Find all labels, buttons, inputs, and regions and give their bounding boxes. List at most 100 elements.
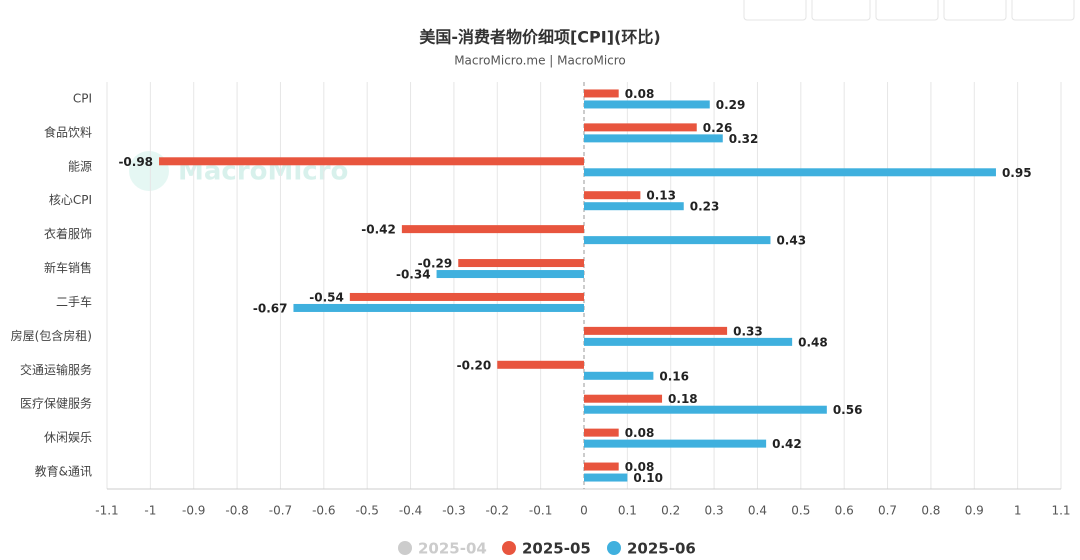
bar (584, 405, 827, 414)
category-label: 新车销售 (44, 260, 92, 275)
bar (584, 371, 654, 380)
bar (159, 157, 584, 166)
legend-marker (398, 541, 412, 555)
value-label: 0.56 (833, 403, 863, 417)
x-tick-label: 1.1 (1051, 504, 1070, 518)
category-label: 医疗保健服务 (20, 396, 92, 411)
watermark-logo (129, 151, 169, 191)
x-tick-label: 0 (580, 504, 588, 518)
toolbar-button[interactable] (811, 0, 871, 21)
bar (584, 236, 771, 245)
value-label: 0.23 (690, 200, 720, 214)
x-tick-label: -0.5 (355, 504, 378, 518)
category-label: 教育&通讯 (35, 464, 92, 479)
x-tick-label: -1.1 (95, 504, 118, 518)
category-label: 衣着服饰 (44, 226, 92, 241)
bar (584, 337, 793, 346)
x-tick-label: -0.2 (486, 504, 509, 518)
toolbar-button[interactable] (1011, 0, 1075, 21)
x-tick-label: 0.3 (705, 504, 724, 518)
bar (436, 270, 584, 279)
value-label: 0.26 (703, 121, 733, 135)
bar (349, 292, 584, 301)
category-label: 交通运输服务 (20, 362, 92, 377)
value-label: -0.54 (309, 290, 344, 304)
category-label: 休闲娱乐 (44, 431, 92, 445)
bar (584, 394, 663, 403)
bar (584, 462, 619, 471)
x-tick-label: 0.7 (878, 504, 897, 518)
category-label: 核心CPI (49, 193, 92, 207)
toolbar (743, 0, 1075, 21)
toolbar-button[interactable] (743, 0, 807, 21)
value-label: -0.98 (118, 155, 153, 169)
value-label: -0.67 (253, 301, 288, 315)
x-tick-label: 0.6 (835, 504, 854, 518)
value-label: 0.32 (729, 132, 759, 146)
legend-label: 2025-04 (418, 540, 487, 558)
bar (497, 360, 584, 369)
bar (293, 303, 584, 312)
legend-item[interactable]: 2025-05 (502, 540, 591, 558)
toolbar-button[interactable] (943, 0, 1007, 21)
x-tick-label: 0.1 (618, 504, 637, 518)
x-tick-label: -0.9 (182, 504, 205, 518)
bar (584, 473, 628, 482)
x-tick-label: -0.1 (529, 504, 552, 518)
bar (584, 191, 641, 200)
bar (584, 202, 684, 211)
category-label: CPI (73, 91, 92, 105)
x-tick-label: 0.2 (661, 504, 680, 518)
legend-item[interactable]: 2025-04 (398, 540, 487, 558)
value-label: 0.95 (1002, 166, 1032, 180)
value-label: -0.34 (396, 268, 431, 282)
bar (584, 123, 697, 132)
x-tick-label: -0.3 (442, 504, 465, 518)
value-label: -0.29 (418, 257, 453, 271)
bar (584, 89, 619, 98)
chart-subtitle: MacroMicro.me | MacroMicro (454, 54, 626, 68)
x-tick-label: -0.6 (312, 504, 335, 518)
value-label: 0.08 (625, 426, 655, 440)
value-label: 0.16 (659, 369, 689, 383)
category-label: 食品饮料 (44, 124, 92, 139)
legend-label: 2025-05 (522, 540, 591, 558)
value-label: 0.08 (625, 460, 655, 474)
value-label: 0.08 (625, 87, 655, 101)
bar (584, 428, 619, 437)
legend-marker (607, 541, 621, 555)
value-label: 0.10 (633, 471, 663, 485)
x-tick-label: 0.8 (921, 504, 940, 518)
value-label: 0.43 (776, 234, 806, 248)
x-tick-label: 1 (1014, 504, 1022, 518)
chart-title: 美国-消费者物价细项[CPI](环比) (419, 28, 660, 47)
value-label: 0.48 (798, 335, 828, 349)
value-label: 0.42 (772, 437, 802, 451)
category-label: 二手车 (56, 294, 92, 309)
x-tick-label: -0.8 (225, 504, 248, 518)
category-label: 能源 (68, 159, 92, 173)
toolbar-button[interactable] (875, 0, 939, 21)
value-label: -0.42 (361, 223, 396, 237)
value-label: 0.13 (646, 189, 676, 203)
bar (401, 225, 584, 234)
category-label: 房屋(包含房租) (11, 328, 92, 343)
bar (458, 259, 584, 268)
bar (584, 134, 723, 143)
x-tick-label: 0.9 (965, 504, 984, 518)
legend-marker (502, 541, 516, 555)
x-tick-label: -1 (144, 504, 156, 518)
value-label: 0.18 (668, 392, 698, 406)
legend-label: 2025-06 (627, 540, 696, 558)
bar (584, 168, 996, 177)
value-label: 0.33 (733, 324, 763, 338)
bar (584, 326, 728, 335)
bar (584, 439, 767, 448)
bar (584, 100, 710, 109)
x-tick-label: 0.4 (748, 504, 767, 518)
x-tick-label: 0.5 (791, 504, 810, 518)
value-label: -0.20 (457, 358, 492, 372)
legend-item[interactable]: 2025-06 (607, 540, 696, 558)
x-tick-label: -0.4 (399, 504, 422, 518)
